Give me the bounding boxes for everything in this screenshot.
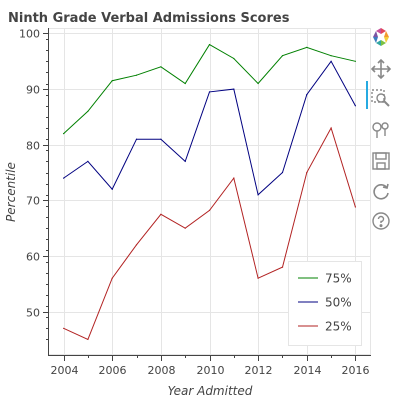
legend-label: 50% — [325, 296, 352, 310]
data-point — [354, 206, 356, 208]
x-axis-label: Year Admitted — [168, 384, 253, 398]
toolbar — [366, 26, 396, 266]
data-point — [354, 60, 356, 62]
data-point — [330, 55, 332, 57]
x-ticks: 2004 2006 2008 2010 2012 2014 2016 — [51, 355, 370, 377]
y-tick-label: 90 — [26, 84, 40, 97]
data-point — [233, 88, 235, 90]
x-tick-label: 2006 — [99, 364, 127, 377]
y-tick-label: 100 — [19, 28, 40, 41]
legend: 75% 50% 25% — [288, 261, 362, 346]
bokeh-logo-icon[interactable] — [370, 26, 392, 48]
data-point — [330, 127, 332, 129]
data-point — [233, 177, 235, 179]
data-point — [87, 160, 89, 162]
y-tick-label: 60 — [26, 251, 40, 264]
legend-label: 75% — [325, 272, 352, 286]
x-tick-label: 2016 — [342, 364, 370, 377]
y-axis-label: Percentile — [4, 162, 18, 222]
data-point — [135, 74, 138, 76]
y-tick-label: 70 — [26, 195, 40, 208]
data-point — [184, 227, 186, 229]
data-point — [184, 82, 186, 85]
data-point — [208, 209, 211, 211]
data-point — [306, 171, 308, 174]
data-point — [87, 338, 89, 340]
x-tick-label: 2008 — [148, 364, 176, 377]
data-point — [281, 171, 284, 174]
data-point — [208, 91, 211, 93]
active-tool-indicator — [366, 81, 368, 109]
data-point — [160, 138, 162, 140]
data-point — [281, 55, 284, 57]
x-tick-label: 2010 — [197, 364, 225, 377]
y-tick-label: 50 — [26, 307, 40, 320]
data-point — [63, 177, 65, 179]
y-tick-label: 80 — [26, 140, 40, 153]
help-icon[interactable] — [370, 210, 392, 232]
data-point — [63, 327, 65, 329]
x-tick-label: 2004 — [51, 364, 79, 377]
series-lines — [63, 43, 356, 341]
wheel-zoom-icon[interactable] — [370, 118, 392, 140]
data-point — [111, 277, 113, 279]
reset-icon[interactable] — [370, 180, 392, 202]
y-ticks: 50 60 70 80 90 100 — [19, 28, 49, 340]
data-point — [257, 82, 259, 85]
data-point — [135, 244, 138, 246]
data-point — [160, 213, 162, 215]
data-point — [330, 60, 332, 62]
chart-title: Ninth Grade Verbal Admissions Scores — [8, 11, 290, 26]
data-point — [354, 105, 356, 107]
box-zoom-icon[interactable] — [370, 88, 392, 110]
data-point — [111, 80, 113, 82]
legend-box — [288, 261, 362, 346]
data-point — [184, 160, 186, 162]
data-point — [208, 44, 211, 46]
data-point — [87, 110, 89, 112]
data-point — [257, 194, 259, 196]
data-point — [306, 46, 308, 49]
legend-label: 25% — [325, 320, 352, 334]
data-point — [233, 57, 235, 60]
data-point — [135, 138, 138, 140]
data-point — [63, 133, 65, 135]
x-tick-label: 2014 — [294, 364, 322, 377]
x-tick-label: 2012 — [245, 364, 273, 377]
save-icon[interactable] — [370, 150, 392, 172]
data-point — [281, 266, 284, 268]
data-point — [306, 94, 308, 96]
data-point — [257, 277, 259, 279]
data-point — [160, 66, 162, 68]
pan-icon[interactable] — [370, 58, 392, 80]
data-point — [111, 188, 113, 190]
axes — [48, 28, 371, 356]
